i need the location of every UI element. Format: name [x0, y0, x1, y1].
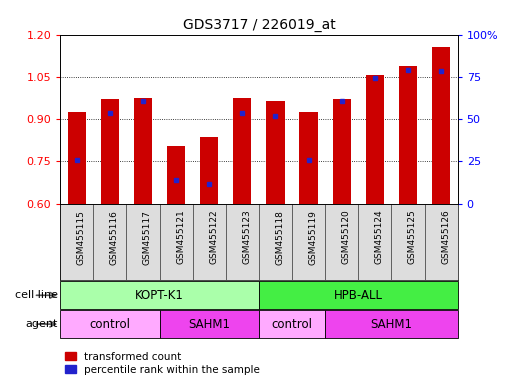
Bar: [325, 310, 458, 338]
Text: GSM455123: GSM455123: [242, 210, 252, 265]
Title: GDS3717 / 226019_at: GDS3717 / 226019_at: [183, 18, 335, 32]
Text: HPB-ALL: HPB-ALL: [334, 289, 383, 302]
Bar: [300, 112, 317, 204]
Text: SAHM1: SAHM1: [370, 318, 412, 331]
Bar: [101, 99, 119, 204]
Text: cell line: cell line: [15, 290, 58, 300]
Bar: [259, 310, 325, 338]
Text: agent: agent: [25, 319, 58, 329]
Bar: [60, 310, 160, 338]
Text: GSM455122: GSM455122: [209, 210, 218, 264]
Text: GSM455125: GSM455125: [408, 210, 417, 265]
Bar: [167, 146, 185, 204]
Bar: [67, 112, 86, 204]
Bar: [266, 101, 285, 204]
Text: GSM455124: GSM455124: [375, 210, 384, 264]
Text: SAHM1: SAHM1: [188, 318, 230, 331]
Text: GSM455126: GSM455126: [441, 210, 450, 265]
Text: GSM455116: GSM455116: [110, 210, 119, 265]
Bar: [333, 99, 351, 204]
Text: GSM455115: GSM455115: [77, 210, 86, 265]
Text: GSM455118: GSM455118: [276, 210, 285, 265]
Text: GSM455117: GSM455117: [143, 210, 152, 265]
Bar: [366, 75, 384, 204]
Text: KOPT-K1: KOPT-K1: [135, 289, 184, 302]
Bar: [134, 98, 152, 204]
Bar: [200, 137, 218, 204]
Text: control: control: [89, 318, 130, 331]
Bar: [432, 47, 450, 204]
Legend: transformed count, percentile rank within the sample: transformed count, percentile rank withi…: [65, 352, 260, 375]
Bar: [259, 281, 458, 309]
Bar: [233, 98, 252, 204]
Bar: [399, 66, 417, 204]
Text: GSM455121: GSM455121: [176, 210, 185, 265]
Text: control: control: [271, 318, 313, 331]
Text: GSM455120: GSM455120: [342, 210, 351, 265]
Bar: [60, 281, 259, 309]
Bar: [160, 310, 259, 338]
Text: GSM455119: GSM455119: [309, 210, 317, 265]
